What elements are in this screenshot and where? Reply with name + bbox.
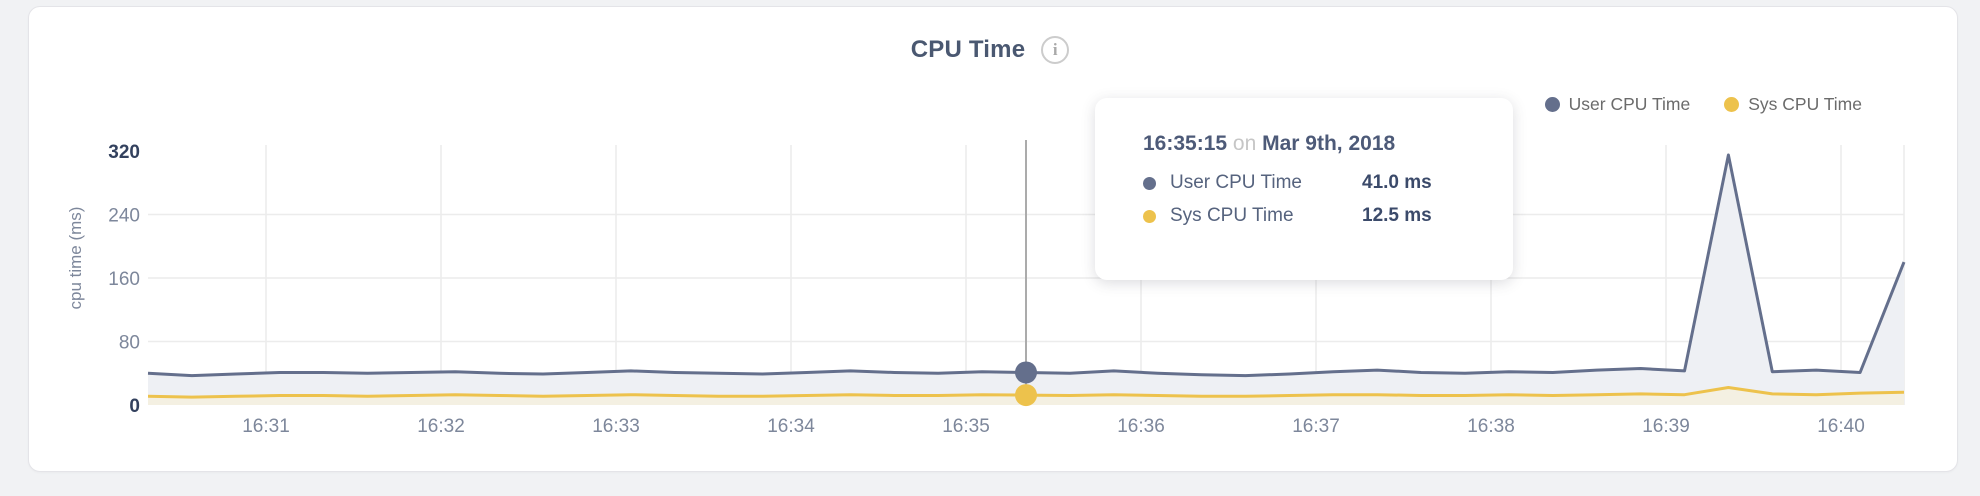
tooltip-date: Mar 9th, 2018 [1262,132,1396,155]
x-tick-label-16:37: 16:37 [1292,416,1340,437]
y-tick-label-0: 0 [129,396,140,417]
tooltip-series-label: Sys CPU Time [1170,205,1294,226]
legend-label: User CPU Time [1568,94,1691,114]
x-tick-label-16:35: 16:35 [942,416,990,437]
chart-header: CPU Time i [0,36,1980,64]
hover-marker-sys [1015,384,1037,407]
legend-dot-icon [1544,97,1560,112]
y-tick-label-320: 320 [108,142,140,163]
y-axis-title: cpu time (ms) [66,206,85,310]
chart-legend: User CPU Time Sys CPU Time [1544,94,1862,115]
legend-item-user-cpu-time[interactable]: User CPU Time [1544,94,1691,115]
legend-label: Sys CPU Time [1748,94,1862,114]
x-tick-label-16:36: 16:36 [1117,416,1165,437]
tooltip-series-label: User CPU Time [1170,172,1302,193]
legend-item-sys-cpu-time[interactable]: Sys CPU Time [1724,94,1862,115]
x-tick-label-16:39: 16:39 [1642,416,1690,437]
tooltip-connector: on [1232,132,1257,155]
hover-marker-user [1015,361,1037,384]
legend-dot-icon [1724,97,1740,112]
tooltip-series-value: 12.5 ms [1362,205,1432,226]
x-tick-label-16:31: 16:31 [242,416,290,437]
y-tick-label-240: 240 [108,206,140,227]
tooltip-rows: User CPU Time 41.0 ms Sys CPU Time 12.5 ms [1143,172,1513,227]
info-icon[interactable]: i [1041,36,1070,64]
x-tick-label-16:38: 16:38 [1467,416,1515,437]
y-tick-label-80: 80 [119,333,140,354]
chart-title: CPU Time [910,36,1026,63]
plot-hover-region[interactable] [148,145,1904,405]
tooltip-series-dot-icon [1143,176,1156,190]
tooltip-series-value: 41.0 ms [1362,172,1432,193]
x-tick-label-16:33: 16:33 [592,416,640,437]
hover-tooltip: 16:35:15 on Mar 9th, 2018 User CPU Time 4… [1095,98,1513,280]
y-tick-label-160: 160 [108,269,140,290]
user-cpu-area [148,155,1904,405]
tooltip-row-sys-cpu-time: Sys CPU Time 12.5 ms [1143,205,1513,227]
tooltip-row-user-cpu-time: User CPU Time 41.0 ms [1143,172,1513,194]
x-tick-label-16:34: 16:34 [767,416,815,437]
x-tick-label-16:32: 16:32 [417,416,465,437]
tooltip-time: 16:35:15 [1143,132,1228,155]
x-tick-label-16:40: 16:40 [1817,416,1865,437]
tooltip-header: 16:35:15 on Mar 9th, 2018 [1143,132,1513,156]
tooltip-series-dot-icon [1143,209,1156,223]
